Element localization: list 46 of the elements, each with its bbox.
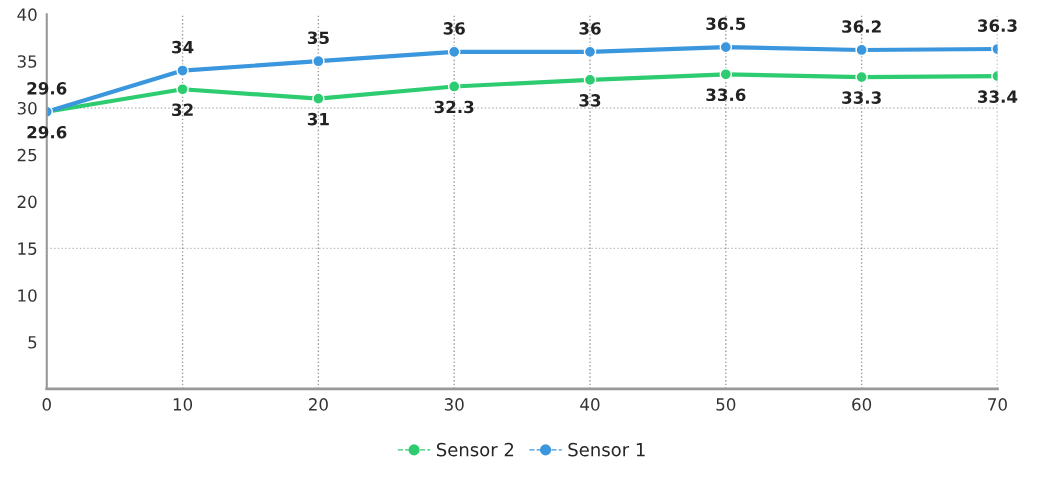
data-label: 34 [172, 40, 194, 54]
data-label: 36 [579, 22, 601, 35]
data-label: 33.6 [706, 88, 746, 102]
x-tick-label: 10 [173, 398, 193, 411]
point [176, 64, 189, 77]
data-label: 33.4 [977, 90, 1018, 103]
y-tick-label: 10 [18, 289, 37, 302]
data-label: 36 [443, 22, 465, 35]
data-label: 36.3 [977, 19, 1017, 32]
y-tick-label: 15 [18, 242, 37, 255]
point [583, 45, 597, 59]
x-tick-label: 70 [988, 398, 1007, 411]
data-label: 31 [307, 112, 329, 126]
data-label: 33 [579, 94, 601, 107]
point [312, 54, 325, 68]
x-tick-label: 30 [444, 398, 464, 411]
data-label: 29.6 [27, 125, 67, 139]
point [719, 68, 733, 81]
y-tick-label: 40 [17, 8, 37, 21]
data-label: 36.5 [706, 17, 746, 31]
data-label: 36.2 [842, 20, 881, 33]
point [312, 92, 325, 105]
point [855, 43, 868, 57]
x-tick-label: 0 [42, 398, 51, 411]
legend-label: Sensor 2 [436, 442, 514, 457]
data-label: 33.3 [842, 91, 881, 104]
data-label: 32.3 [434, 100, 474, 114]
point [176, 83, 189, 96]
legend-label: Sensor 1 [568, 442, 645, 457]
x-tick-label: 60 [852, 398, 872, 411]
point [447, 80, 461, 93]
point [855, 70, 868, 84]
y-tick-label: 25 [17, 148, 37, 162]
y-tick-label: 5 [28, 336, 37, 349]
point [583, 73, 597, 87]
data-label: 29.6 [27, 82, 67, 95]
y-tick-label: 35 [17, 55, 37, 68]
x-tick-label: 20 [309, 398, 328, 411]
data-label: 35 [307, 31, 329, 45]
x-tick-label: 50 [716, 398, 736, 411]
y-tick-label: 30 [17, 101, 37, 115]
x-tick-label: 40 [580, 398, 600, 411]
point [719, 40, 733, 54]
y-tick-label: 20 [17, 195, 37, 209]
point [447, 45, 461, 59]
data-label: 32 [172, 103, 193, 117]
